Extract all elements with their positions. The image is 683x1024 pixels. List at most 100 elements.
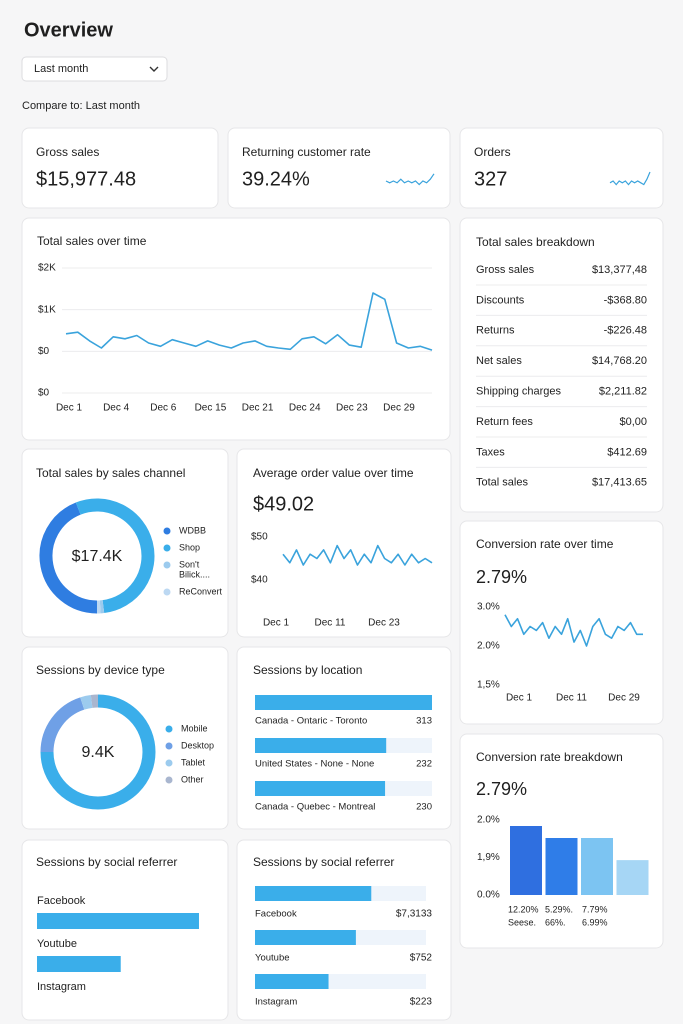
- kpi-label: Returning customer rate: [242, 145, 371, 159]
- legend-dot: [163, 527, 171, 535]
- bar-label: 5.29%.: [545, 904, 573, 914]
- legend-dot: [163, 588, 171, 596]
- period-dropdown[interactable]: [21, 56, 168, 82]
- bar-value: 232: [416, 759, 432, 770]
- compare-label: Compare to: Last month: [22, 100, 140, 112]
- line-series: [504, 614, 643, 647]
- donut-segment: [39, 502, 98, 614]
- y-axis-label: $1K: [38, 304, 56, 315]
- legend-label: WDBB: [179, 525, 206, 535]
- card-value: 2.79%: [476, 779, 527, 799]
- page-title: Overview: [24, 19, 113, 41]
- x-axis-label: Dec 4: [103, 403, 130, 414]
- line-series: [65, 292, 433, 351]
- card-title: Total sales by sales channel: [36, 466, 185, 480]
- x-axis-label: Dec 1: [506, 693, 533, 704]
- row-value: $14,768.20: [592, 355, 647, 367]
- bar: [255, 738, 387, 753]
- card: [459, 127, 664, 209]
- row-label: Gross sales: [476, 264, 535, 276]
- card-title: Sessions by location: [253, 663, 362, 677]
- row-value: $0,00: [619, 416, 647, 428]
- legend-label: Shop: [179, 542, 200, 552]
- bar-label: 66%.: [545, 917, 566, 927]
- bar-label: 7.79%: [582, 904, 608, 914]
- bar-label: 12.20%: [508, 904, 539, 914]
- card: [21, 839, 229, 1021]
- chevron: [149, 66, 159, 72]
- row-value: -$368.80: [604, 294, 647, 306]
- card: [21, 127, 219, 209]
- y-axis-label: 1,9%: [477, 852, 500, 863]
- legend-label: Bilick....: [179, 569, 210, 579]
- bar-label: Instagram: [37, 981, 86, 993]
- card: [236, 448, 452, 638]
- y-axis-label: 2.0%: [477, 641, 500, 652]
- legend-dot: [163, 544, 171, 552]
- row-label: Taxes: [476, 446, 505, 458]
- bar-label: Facebook: [37, 895, 86, 907]
- legend-label: Son't: [179, 559, 200, 569]
- bar: [255, 781, 386, 796]
- bar-value: 313: [416, 716, 432, 727]
- period-label: Last month: [34, 63, 88, 75]
- x-axis-label: Dec 29: [608, 693, 640, 704]
- x-axis-label: Dec 29: [383, 403, 415, 414]
- bar-label: Canada - Quebec - Montreal: [255, 802, 375, 813]
- sparkline: [609, 171, 651, 186]
- y-axis-label: 1,5%: [477, 680, 500, 691]
- row-value: $17,413.65: [592, 477, 647, 489]
- x-axis-label: Dec 11: [315, 618, 346, 629]
- y-axis-label: $40: [251, 575, 268, 586]
- card-title: Conversion rate over time: [476, 537, 614, 551]
- kpi-value: $15,977.48: [36, 168, 136, 190]
- legend-dot: [165, 759, 173, 767]
- card-title: Average order value over time: [253, 466, 414, 480]
- sparkline: [385, 173, 435, 186]
- legend-label: Tablet: [181, 757, 206, 767]
- y-axis-label: $0: [38, 388, 50, 399]
- bar: [581, 838, 613, 895]
- row-label: Total sales: [476, 477, 528, 489]
- row-label: Shipping charges: [476, 386, 562, 398]
- x-axis-label: Dec 23: [368, 618, 400, 629]
- card-title: Sessions by device type: [36, 663, 165, 677]
- y-axis-label: 2.0%: [477, 815, 500, 826]
- card: [459, 217, 664, 513]
- card-title: Conversion rate breakdown: [476, 750, 623, 764]
- row-label: Return fees: [476, 416, 533, 428]
- card-value: 2.79%: [476, 567, 527, 587]
- card: [21, 646, 229, 830]
- bar: [255, 930, 356, 945]
- bar-label: Facebook: [255, 909, 297, 920]
- card: [227, 127, 451, 209]
- legend-dot: [163, 561, 171, 569]
- donut-segment: [40, 697, 85, 753]
- bar: [510, 826, 542, 895]
- x-axis-label: Dec 1: [263, 618, 290, 629]
- y-axis-label: $0: [38, 346, 50, 357]
- donut-segment: [40, 694, 156, 810]
- x-axis-label: Dec 6: [150, 403, 177, 414]
- row-label: Net sales: [476, 355, 522, 367]
- bar-label: 6.99%: [582, 917, 608, 927]
- donut-segment: [80, 694, 93, 710]
- card-title: Total sales over time: [37, 234, 147, 248]
- card-title: Total sales breakdown: [476, 235, 595, 249]
- row-label: Returns: [476, 325, 515, 337]
- row-value: -$226.48: [604, 325, 647, 337]
- x-axis-label: Dec 11: [556, 693, 587, 704]
- donut-center: 9.4K: [82, 744, 115, 761]
- bar-label: Youtube: [255, 953, 290, 964]
- row-value: $2,211.82: [599, 386, 647, 398]
- bar: [255, 974, 329, 989]
- bar-value: $223: [410, 997, 433, 1008]
- bar: [255, 886, 372, 901]
- bar: [37, 956, 121, 972]
- bar-value: $7,3133: [396, 909, 433, 920]
- bar-label: Youtube: [37, 938, 77, 950]
- bar: [255, 695, 432, 710]
- y-axis-label: $2K: [38, 263, 56, 274]
